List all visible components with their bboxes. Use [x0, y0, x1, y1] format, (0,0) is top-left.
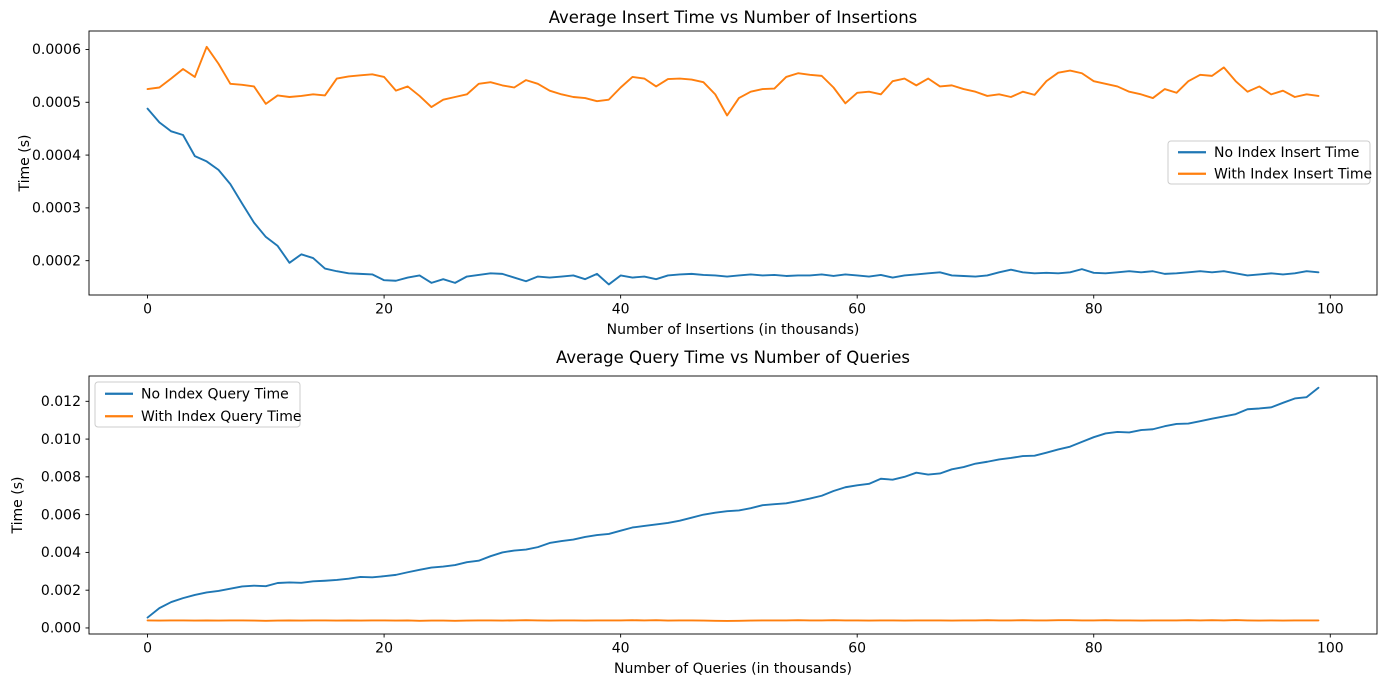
x-axis-ticks: 0 20 40 60 80 100 [143, 634, 1344, 657]
y-tick-label: 0.0006 [32, 42, 81, 58]
chart-0: 0 20 40 60 80 1000.00020.00030.00040.00050.00… [32, 30, 1378, 318]
x-tick-label: 100 [1317, 302, 1344, 318]
y-tick-label: 0.012 [41, 394, 81, 410]
legend-box [1167, 140, 1371, 185]
chart-1: 0 20 40 60 80 1000.0000.0020.0040.0060.0080.0… [41, 375, 1378, 657]
legend-label: No Index Insert Time [1214, 145, 1359, 161]
y-axis-ticks: 0.0002 0.0003 0.0004 0.0005 0.0006 [32, 42, 89, 269]
y-tick-label: 0.008 [41, 470, 81, 486]
axes-frame [88, 30, 1378, 296]
y-tick-label: 0.002 [41, 583, 81, 599]
x-tick-label: 40 [612, 641, 630, 657]
insert-chart-ylabel: Time (s) [17, 134, 33, 192]
legend: No Index Query Time With Index Query Time [94, 381, 302, 428]
series-line-0 [146, 386, 1320, 619]
axes-frame [88, 375, 1378, 635]
y-tick-label: 0.0004 [32, 148, 81, 164]
legend-label: No Index Query Time [141, 387, 289, 403]
y-tick-label: 0.0003 [32, 201, 81, 217]
x-tick-label: 0 [143, 641, 152, 657]
y-tick-label: 0.010 [41, 432, 81, 448]
query-chart-ylabel: Time (s) [10, 476, 26, 534]
legend-label: With Index Query Time [141, 409, 302, 425]
y-axis-ticks: 0.000 0.002 0.004 0.006 0.008 0.010 0.012 [41, 394, 89, 637]
x-tick-label: 60 [848, 641, 866, 657]
x-axis-ticks: 0 20 40 60 80 100 [143, 295, 1344, 318]
y-tick-label: 0.006 [41, 507, 81, 523]
y-tick-label: 0.004 [41, 545, 81, 561]
query-chart-xlabel: Number of Queries (in thousands) [613, 661, 853, 677]
series-line-0 [146, 107, 1320, 286]
y-tick-label: 0.0002 [32, 253, 81, 269]
y-tick-label: 0.000 [41, 621, 81, 637]
y-tick-label: 0.0005 [32, 95, 81, 111]
x-tick-label: 100 [1317, 641, 1344, 657]
x-tick-label: 80 [1085, 302, 1103, 318]
insert-chart-xlabel: Number of Insertions (in thousands) [606, 322, 860, 338]
x-tick-label: 60 [848, 302, 866, 318]
x-tick-label: 0 [143, 302, 152, 318]
x-tick-label: 20 [375, 302, 393, 318]
legend-box [94, 381, 301, 428]
insert-chart-title: Average Insert Time vs Number of Inserti… [548, 8, 918, 27]
legend-label: With Index Insert Time [1214, 167, 1372, 183]
series-line-1 [146, 619, 1320, 622]
x-tick-label: 20 [375, 641, 393, 657]
x-tick-label: 80 [1085, 641, 1103, 657]
series-line-1 [146, 45, 1320, 117]
legend: No Index Insert Time With Index Insert Ti… [1167, 140, 1372, 185]
x-tick-label: 40 [612, 302, 630, 318]
query-chart-title: Average Query Time vs Number of Queries [555, 348, 911, 367]
